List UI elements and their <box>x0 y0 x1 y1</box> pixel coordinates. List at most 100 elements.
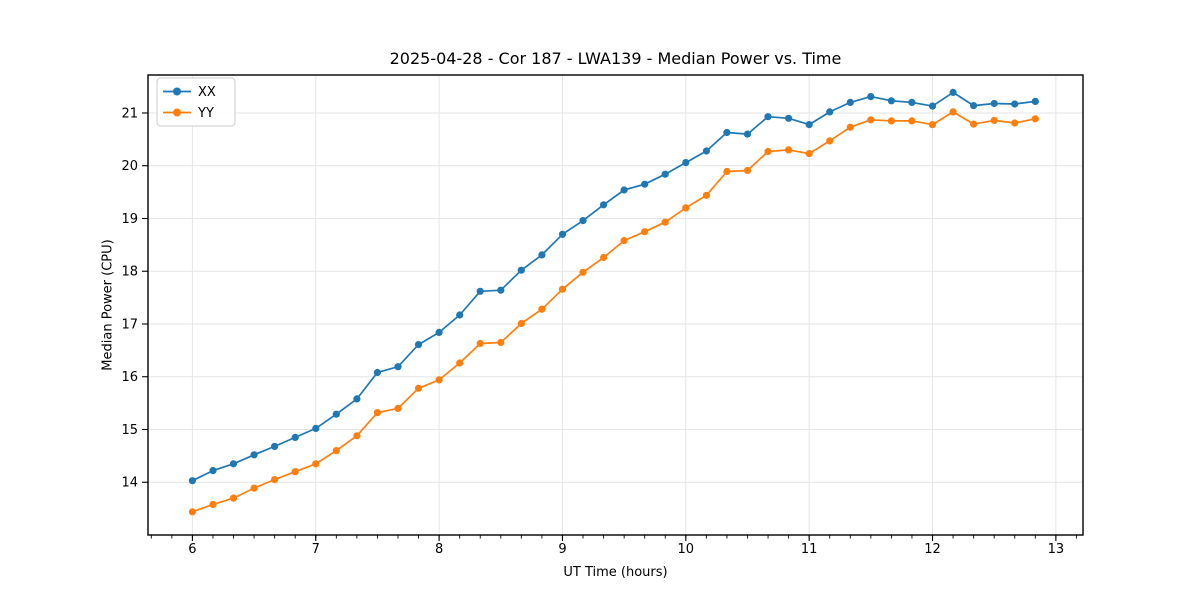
data-point-marker <box>682 159 690 167</box>
data-point-marker <box>188 477 196 485</box>
x-tick-label: 9 <box>558 542 566 557</box>
data-point-marker <box>928 102 937 110</box>
data-point-marker <box>558 285 567 293</box>
plot-border <box>147 74 1084 536</box>
legend-entry-XX: XX <box>163 85 216 100</box>
legend-box <box>156 77 236 127</box>
data-point-marker <box>600 253 608 262</box>
data-point-marker <box>394 404 402 412</box>
data-point-marker <box>394 363 402 371</box>
x-axis: 6 7 8 9 10 11 12 13 <box>150 535 1077 557</box>
data-point-marker <box>414 384 423 392</box>
data-point-marker <box>702 191 711 199</box>
y-tick-label: 19 <box>121 212 138 227</box>
data-point-marker <box>517 266 525 274</box>
data-point-marker <box>497 286 505 294</box>
y-tick-label: 21 <box>121 106 138 121</box>
data-point-marker <box>579 217 587 225</box>
data-point-marker <box>579 268 587 276</box>
data-point-marker <box>846 123 854 131</box>
data-point-marker <box>517 319 525 328</box>
data-point-marker <box>805 150 813 158</box>
data-point-marker <box>332 447 340 455</box>
data-point-marker <box>702 147 711 155</box>
y-tick-label: 15 <box>121 423 138 438</box>
y-tick-label: 16 <box>121 370 138 385</box>
data-point-marker <box>250 451 258 459</box>
data-point-marker <box>785 146 793 154</box>
x-tick-label: 8 <box>435 542 443 557</box>
data-point-marker <box>805 121 813 129</box>
data-point-marker <box>1031 97 1039 105</box>
gridlines <box>148 75 1083 535</box>
data-point-marker <box>785 114 793 122</box>
y-tick-label: 18 <box>121 265 138 280</box>
data-point-marker <box>435 376 443 384</box>
legend-entry-YY: YY <box>163 106 214 121</box>
x-tick-label: 10 <box>678 542 695 557</box>
data-point-marker <box>291 433 299 441</box>
x-tick-label: 6 <box>188 542 196 557</box>
data-point-marker <box>353 395 361 403</box>
data-point-marker <box>353 432 361 440</box>
y-tick-label: 17 <box>121 317 138 332</box>
x-axis-label: UT Time (hours) <box>563 565 668 580</box>
data-point-marker <box>661 170 669 178</box>
series-YY-line <box>192 111 1036 513</box>
data-point-marker <box>558 230 567 238</box>
data-point-marker <box>887 97 896 105</box>
data-point-marker <box>209 467 217 475</box>
data-point-marker <box>641 228 649 236</box>
legend-label: YY <box>197 106 214 121</box>
x-tick-label: 11 <box>801 542 818 557</box>
data-point-marker <box>846 98 854 106</box>
legend: XX YY <box>156 77 236 127</box>
data-point-marker <box>250 484 258 492</box>
data-point-marker <box>476 287 484 295</box>
legend-marker <box>173 108 181 117</box>
data-point-marker <box>271 476 279 484</box>
legend-marker <box>173 87 181 96</box>
data-point-marker <box>908 117 916 125</box>
data-point-marker <box>990 99 998 108</box>
x-tick-label: 7 <box>312 542 320 557</box>
data-point-marker <box>743 166 752 175</box>
data-point-marker <box>970 102 978 110</box>
data-point-marker <box>414 341 423 349</box>
data-point-marker <box>456 359 464 367</box>
y-tick-label: 20 <box>121 159 138 174</box>
series-XX <box>188 88 1039 485</box>
data-point-marker <box>332 410 340 418</box>
data-point-marker <box>312 460 320 468</box>
data-point-marker <box>476 339 484 348</box>
series-XX-line <box>192 91 1036 482</box>
y-tick-label: 14 <box>121 476 138 491</box>
data-point-marker <box>1031 115 1039 123</box>
data-point-marker <box>723 128 731 137</box>
y-axis: 14 15 16 17 18 19 20 21 <box>121 106 148 491</box>
data-point-marker <box>928 121 937 129</box>
series-YY <box>188 108 1039 516</box>
data-point-marker <box>826 108 834 116</box>
data-point-marker <box>229 460 238 468</box>
data-point-marker <box>373 368 381 377</box>
data-point-marker <box>743 130 752 138</box>
data-point-marker <box>908 98 916 106</box>
data-point-marker <box>641 180 649 188</box>
data-point-marker <box>949 88 957 96</box>
data-point-marker <box>620 237 628 245</box>
data-point-marker <box>867 116 875 124</box>
data-point-marker <box>867 93 875 101</box>
data-point-marker <box>1011 119 1019 127</box>
data-point-marker <box>312 424 320 432</box>
data-point-marker <box>887 117 896 125</box>
data-point-marker <box>209 500 217 508</box>
chart-title: 2025-04-28 - Cor 187 - LWA139 - Median P… <box>389 49 842 68</box>
data-point-marker <box>271 442 279 450</box>
data-point-marker <box>723 167 731 176</box>
x-tick-label: 13 <box>1048 542 1065 557</box>
data-point-marker <box>826 137 834 145</box>
data-point-marker <box>764 113 772 121</box>
data-point-marker <box>456 311 464 319</box>
